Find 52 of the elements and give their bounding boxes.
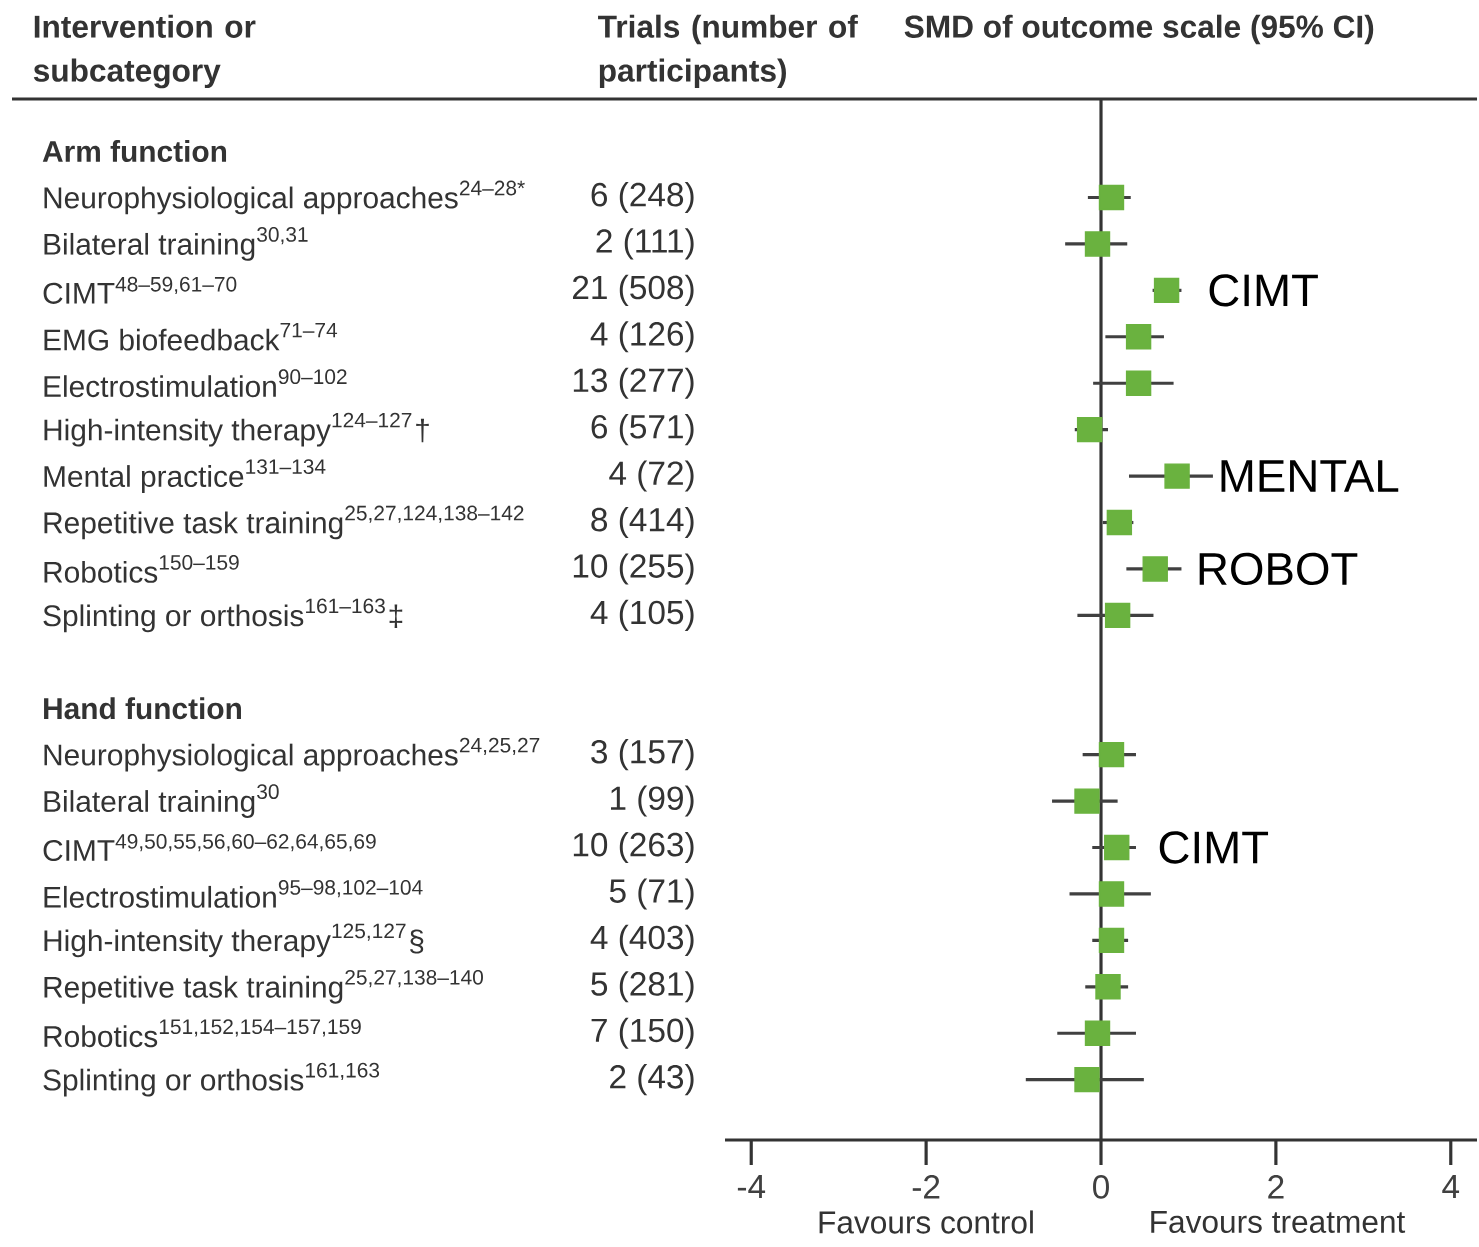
text: 6 (571): [591, 414, 694, 446]
y-tick-label: $\text{Robotics}^{\text{150–159}}$: [44, 555, 239, 583]
y-tick-label: $\text{Repetitive task training}^{\text{25,27,138–140}}$: [44, 969, 483, 1004]
y-tick-label: $\text{EMG biofeedback}^{\text{71–74}}$: [44, 322, 338, 351]
y-tick-label: $\text{Splinting or orthosis}^{\text{161–163}}\text{‡}$: [43, 598, 403, 633]
y-tick-label: $\text{Mental practice}^{\text{131–134}}$: [44, 459, 326, 493]
text: 3 (157): [591, 739, 694, 771]
annotation: ROBOT: [1199, 552, 1358, 586]
text: Favours control: [819, 1210, 1033, 1234]
y-tick-label: $\text{Robotics}^{\text{151,152,154–157,159}}$: [44, 1019, 361, 1048]
x-tick-label: 2: [1268, 1175, 1284, 1199]
text: 5 (281): [591, 971, 694, 1003]
y-tick-label: $\text{CIMT}^{\text{49,50,55,56,60–62,64,65,69}}$: [43, 833, 376, 862]
text: 2 (111): [596, 228, 694, 260]
y-tick-label: $\text{Neurophysiological approaches}^{\text{24,25,27}}$: [44, 737, 540, 772]
y-axis-title: Intervention or subcategory: [33, 14, 256, 89]
text: 13 (277): [573, 367, 694, 399]
text: Trials (number of participants): [598, 14, 858, 89]
text: Favours treatment: [1151, 1210, 1406, 1234]
annotation: CIMT: [1159, 831, 1269, 864]
x-tick-label: 0: [1093, 1175, 1109, 1199]
y-tick-label: $\text{Repetitive task training}^{\text{25,27,124,138–142}}$: [44, 505, 524, 540]
text: 6 (248): [591, 181, 694, 214]
text: 2 (43): [610, 1064, 694, 1096]
text: 7 (150): [591, 1017, 694, 1049]
y-tick-label: $\text{Bilateral training}^{\text{30}}$: [44, 784, 279, 818]
y-tick-label: $\text{Neurophysiological approaches}^{\text{24–28*}}$: [44, 180, 525, 215]
x-tick-label: -2: [912, 1175, 940, 1199]
y-tick-label: $\text{Bilateral training}^{\text{30,31}}$: [44, 227, 308, 261]
text: 4 (105): [590, 599, 694, 631]
chart-title: SMD of outcome scale (95% CI): [904, 14, 1374, 45]
y-tick-label: $\text{High-intensity therapy}^{\text{124–127}}\text{†}$: [44, 412, 429, 447]
y-tick-label: Arm function: [42, 140, 227, 163]
annotation: CIMT: [1209, 274, 1318, 307]
x-tick-label: 4: [1442, 1175, 1460, 1199]
text: 1 (99): [611, 785, 694, 817]
y-tick-label: $\text{High-intensity therapy}^{\text{125,127}}\text{§}$: [44, 923, 424, 958]
y-tick-label: Hand function: [44, 697, 241, 720]
text: 4 (126): [590, 321, 694, 353]
y-tick-label: $\text{Splinting or orthosis}^{\text{161,163}}$: [43, 1062, 380, 1097]
annotation: MENTAL: [1221, 460, 1399, 492]
y-tick-label: $\text{Electrostimulation}^{\text{90–102}}$: [44, 369, 347, 398]
x-tick-label: -4: [737, 1175, 766, 1199]
y-tick-label: $\text{CIMT}^{\text{48–59,61–70}}$: [43, 276, 237, 304]
y-tick-label: $\text{Electrostimulation}^{\text{95–98,102–104}}$: [44, 880, 423, 908]
text: 10 (255): [573, 553, 694, 585]
text: 8 (414): [591, 506, 694, 539]
text: 10 (263): [573, 831, 694, 864]
text: 4 (72): [609, 460, 694, 492]
text: 21 (508): [572, 274, 694, 306]
text: 4 (403): [590, 924, 694, 956]
text: 5 (71): [609, 878, 694, 910]
